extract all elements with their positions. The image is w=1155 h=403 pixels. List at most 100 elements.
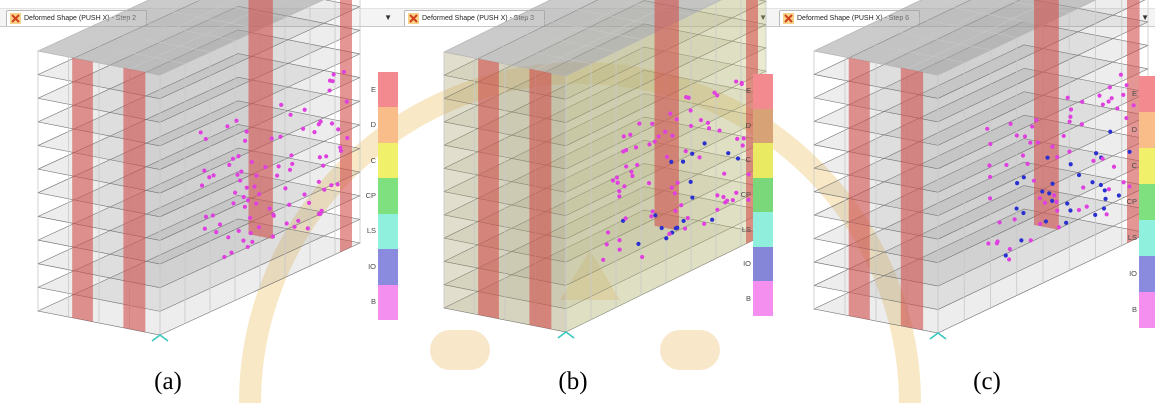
frame-beam	[277, 0, 311, 7]
plastic-hinge-b	[341, 69, 347, 75]
plastic-hinge-b	[324, 154, 329, 159]
plastic-hinge-b	[329, 183, 334, 188]
plastic-hinge-b	[306, 200, 312, 205]
legend-swatch-e	[1139, 76, 1155, 112]
plastic-hinge-io	[1021, 175, 1026, 180]
frame-beam	[474, 0, 594, 59]
frame-beam	[68, 0, 194, 58]
plastic-hinge-b	[318, 211, 323, 216]
plastic-hinge-b	[236, 228, 241, 233]
shear-wall	[123, 67, 146, 333]
plastic-hinge-b	[1084, 204, 1089, 209]
plastic-hinge-b	[635, 162, 640, 168]
plastic-hinge-b	[1061, 133, 1066, 139]
plastic-hinge-io	[735, 156, 741, 161]
plastic-hinge-b	[697, 155, 702, 160]
plastic-hinge-b	[610, 178, 616, 183]
figure-caption: (a)	[154, 368, 182, 395]
plastic-hinge-b	[225, 124, 230, 129]
plastic-hinge-b	[287, 167, 293, 172]
tab-title: Deformed Shape (PUSH X) - Step 6	[797, 15, 910, 22]
plastic-hinge-b	[706, 126, 712, 131]
plastic-hinge-b	[615, 180, 620, 185]
legend-swatch-d	[753, 108, 773, 144]
plastic-hinge-b	[338, 148, 344, 153]
legend-label: C	[1131, 161, 1137, 170]
plastic-hinge-io	[1102, 188, 1107, 193]
plastic-hinge-b	[637, 121, 642, 126]
plastic-hinge-b	[741, 136, 746, 141]
ground-support	[929, 332, 947, 340]
plastic-hinge-io	[653, 213, 658, 218]
plastic-hinge-b	[211, 173, 216, 178]
plastic-hinge-b	[331, 72, 336, 77]
legend-label: LS	[1127, 233, 1137, 242]
plastic-hinge-b	[663, 129, 668, 134]
plastic-hinge-b	[673, 208, 678, 213]
plastic-hinge-io	[636, 241, 641, 246]
frame-beam	[535, 0, 680, 71]
plastic-hinge-io	[1040, 189, 1045, 194]
plastic-hinge-b	[987, 174, 993, 180]
chevron-down-icon[interactable]: ▼	[1141, 13, 1149, 22]
legend-swatch-c	[753, 143, 773, 178]
plastic-hinge-b	[1031, 178, 1037, 183]
plastic-hinge-b	[1106, 99, 1111, 104]
ground-support	[557, 331, 575, 339]
plastic-hinge-io	[1050, 181, 1055, 186]
legend-swatch-e	[753, 74, 773, 109]
plastic-hinge-b	[646, 181, 652, 186]
plastic-hinge-b	[746, 172, 751, 177]
floor-slab	[443, 209, 767, 333]
panel-step-6: Deformed Shape (PUSH X) - Step 6 ▼ E D C CP…	[773, 0, 1155, 403]
shear-wall	[340, 0, 352, 253]
plastic-hinge-b	[344, 99, 349, 104]
plastic-hinge-b	[735, 136, 740, 141]
plastic-hinge-io	[1003, 253, 1008, 258]
plastic-hinge-b	[317, 155, 322, 160]
shear-wall	[848, 57, 870, 320]
plastic-hinge-b	[628, 132, 633, 137]
plastic-hinge-b	[988, 141, 993, 147]
plastic-hinge-io	[681, 218, 686, 224]
chevron-down-icon[interactable]: ▼	[384, 13, 392, 22]
etabs-window-icon	[783, 13, 794, 24]
plastic-hinge-b	[647, 142, 652, 147]
plastic-hinge-b	[338, 145, 343, 150]
plastic-hinge-io	[1064, 220, 1069, 225]
plastic-hinge-b	[289, 153, 294, 158]
plastic-hinge-b	[1079, 122, 1084, 127]
plastic-hinge-b	[617, 189, 622, 194]
plastic-hinge-b	[210, 213, 216, 218]
plastic-hinge-b	[670, 133, 675, 138]
plastic-hinge-b	[1006, 257, 1012, 262]
plastic-hinge-b	[276, 164, 281, 169]
plastic-hinge-b	[1081, 185, 1086, 190]
plastic-hinge-b	[617, 194, 622, 199]
plastic-hinge-b	[244, 129, 249, 134]
legend-label: IO	[1129, 269, 1137, 278]
plastic-hinge-b	[252, 184, 257, 189]
plastic-hinge-b	[622, 184, 627, 189]
legend-label: B	[745, 293, 751, 303]
plastic-hinge-b	[1052, 193, 1057, 198]
plastic-hinge-b	[316, 179, 321, 184]
legend-swatch-io	[1139, 256, 1155, 292]
legend-swatch-b	[378, 284, 398, 320]
plastic-hinge-io	[1015, 181, 1020, 186]
plastic-hinge-b	[669, 185, 674, 190]
plastic-hinge-b	[203, 136, 208, 142]
plastic-hinge-b	[336, 127, 341, 132]
plastic-hinge-b	[199, 183, 205, 188]
chevron-down-icon[interactable]: ▼	[759, 13, 767, 22]
legend-swatch-c	[1139, 148, 1155, 184]
plastic-hinge-io	[1090, 180, 1095, 185]
frame-beam	[37, 0, 150, 52]
plastic-hinge-io	[1076, 172, 1082, 178]
plastic-hinge-b	[232, 190, 238, 195]
plastic-hinge-b	[242, 204, 247, 209]
plastic-hinge-b	[712, 90, 717, 95]
legend-swatch-ls	[753, 212, 773, 247]
plastic-hinge-b	[288, 112, 293, 117]
legend-label: E	[370, 84, 376, 94]
